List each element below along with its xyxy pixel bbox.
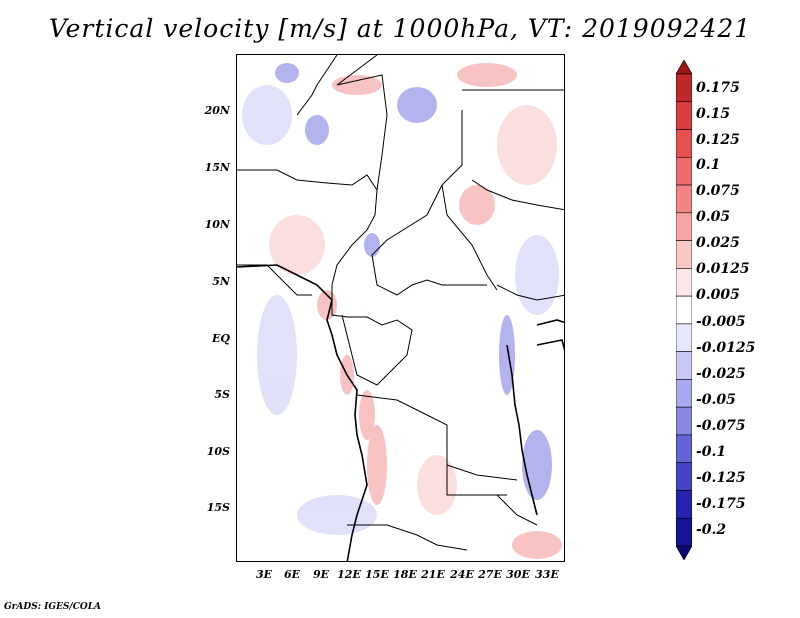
colorbar-label: 0.175 bbox=[696, 80, 740, 96]
map-title: Vertical velocity [m/s] at 1000hPa, VT: … bbox=[48, 14, 752, 43]
colorbar-label: -0.125 bbox=[696, 470, 746, 486]
border-line bbox=[356, 394, 518, 481]
lon-label: 12E bbox=[337, 568, 361, 581]
colorbar-swatch bbox=[676, 240, 692, 269]
border-line bbox=[237, 264, 312, 296]
border-line bbox=[496, 494, 538, 526]
field-streak bbox=[367, 425, 387, 505]
lat-label: 5N bbox=[212, 275, 230, 288]
field-streak bbox=[242, 85, 292, 145]
border-line bbox=[441, 110, 498, 291]
colorbar-label: -0.2 bbox=[696, 522, 727, 538]
field-streak bbox=[364, 233, 380, 257]
footer-credit: GrADS: IGES/COLA bbox=[4, 602, 102, 612]
colorbar-label: -0.175 bbox=[696, 496, 746, 512]
field-streak bbox=[459, 185, 495, 225]
colorbar-label: -0.005 bbox=[696, 314, 746, 330]
map-field-svg bbox=[237, 55, 564, 561]
colorbar-swatch bbox=[676, 129, 692, 158]
colorbar-swatch bbox=[676, 434, 692, 464]
lat-label: 10N bbox=[204, 218, 230, 231]
colorbar-label: -0.1 bbox=[696, 444, 727, 460]
coast-line bbox=[506, 344, 538, 516]
border-line bbox=[371, 184, 487, 296]
colorbar-swatch bbox=[676, 101, 692, 130]
border-line bbox=[296, 55, 338, 116]
field-streak bbox=[305, 115, 329, 145]
colorbar-swatch bbox=[676, 212, 692, 241]
coast-line bbox=[536, 319, 564, 326]
field-streak bbox=[499, 315, 515, 395]
colorbar-label: 0.075 bbox=[696, 183, 740, 199]
lat-label: 15N bbox=[204, 161, 230, 174]
field-streak bbox=[417, 455, 457, 515]
border-line bbox=[237, 169, 378, 286]
field-streak bbox=[397, 87, 437, 123]
field-streak bbox=[332, 75, 382, 95]
colorbar-swatch bbox=[676, 545, 692, 560]
lon-label: 27E bbox=[478, 568, 502, 581]
field-streak bbox=[497, 105, 557, 185]
lon-label: 21E bbox=[421, 568, 445, 581]
field-streak bbox=[457, 63, 517, 87]
lon-label: 24E bbox=[450, 568, 474, 581]
colorbar-label: 0.125 bbox=[696, 132, 740, 148]
colorbar-label: -0.075 bbox=[696, 418, 746, 434]
colorbar-swatch bbox=[676, 268, 692, 297]
colorbar-label: 0.05 bbox=[696, 209, 731, 225]
lon-label: 18E bbox=[393, 568, 417, 581]
colorbar-swatch bbox=[676, 351, 692, 380]
border-line bbox=[336, 55, 388, 191]
lat-label: 20N bbox=[204, 104, 230, 117]
lat-label: 5S bbox=[214, 388, 230, 401]
colorbar-swatch bbox=[676, 462, 692, 491]
field-streak bbox=[257, 295, 297, 415]
colorbar-label: 0.025 bbox=[696, 235, 740, 251]
border-line bbox=[471, 179, 564, 211]
colorbar-label: -0.05 bbox=[696, 392, 736, 408]
coast-line bbox=[536, 339, 564, 351]
colorbar-swatch bbox=[676, 379, 692, 408]
colorbar-label: 0.15 bbox=[696, 106, 731, 122]
map-panel bbox=[236, 54, 565, 562]
border-line bbox=[331, 285, 413, 386]
country-borders bbox=[237, 55, 564, 551]
field-streak bbox=[522, 430, 552, 500]
colorbar-label: -0.025 bbox=[696, 366, 746, 382]
field-streak bbox=[515, 235, 559, 315]
field-streak bbox=[512, 531, 562, 559]
colorbar-label: 0.0125 bbox=[696, 261, 750, 277]
coast-line bbox=[237, 264, 368, 561]
lon-label: 3E bbox=[255, 568, 273, 581]
colorbar-swatch bbox=[676, 406, 692, 436]
colorbar bbox=[676, 60, 692, 560]
lon-label: 33E bbox=[535, 568, 559, 581]
colorbar-label: -0.0125 bbox=[696, 340, 756, 356]
colorbar-swatch bbox=[676, 156, 692, 186]
field-streak bbox=[269, 215, 325, 275]
lat-label: EQ bbox=[212, 332, 230, 345]
colorbar-swatch bbox=[676, 490, 692, 519]
colorbar-swatch bbox=[676, 295, 692, 325]
colorbar-swatch bbox=[676, 184, 692, 214]
field-streak bbox=[297, 495, 377, 535]
lon-label: 6E bbox=[283, 568, 301, 581]
colorbar-label: 0.005 bbox=[696, 287, 740, 303]
lat-label: 15S bbox=[206, 501, 230, 514]
colorbar-swatch bbox=[676, 323, 692, 352]
colorbar-label: 0.1 bbox=[696, 157, 721, 173]
colorbar-swatch bbox=[676, 60, 692, 75]
colorbar-swatch bbox=[676, 517, 692, 547]
border-line bbox=[347, 524, 468, 551]
lon-label: 15E bbox=[365, 568, 389, 581]
lon-label: 30E bbox=[506, 568, 530, 581]
coastline bbox=[237, 264, 564, 561]
field-streak bbox=[275, 63, 299, 83]
border-line bbox=[496, 284, 564, 301]
border-line bbox=[341, 314, 378, 386]
lon-label: 9E bbox=[312, 568, 330, 581]
field-streak bbox=[359, 390, 375, 440]
colorbar-swatch bbox=[676, 73, 692, 103]
lat-label: 10S bbox=[206, 445, 230, 458]
